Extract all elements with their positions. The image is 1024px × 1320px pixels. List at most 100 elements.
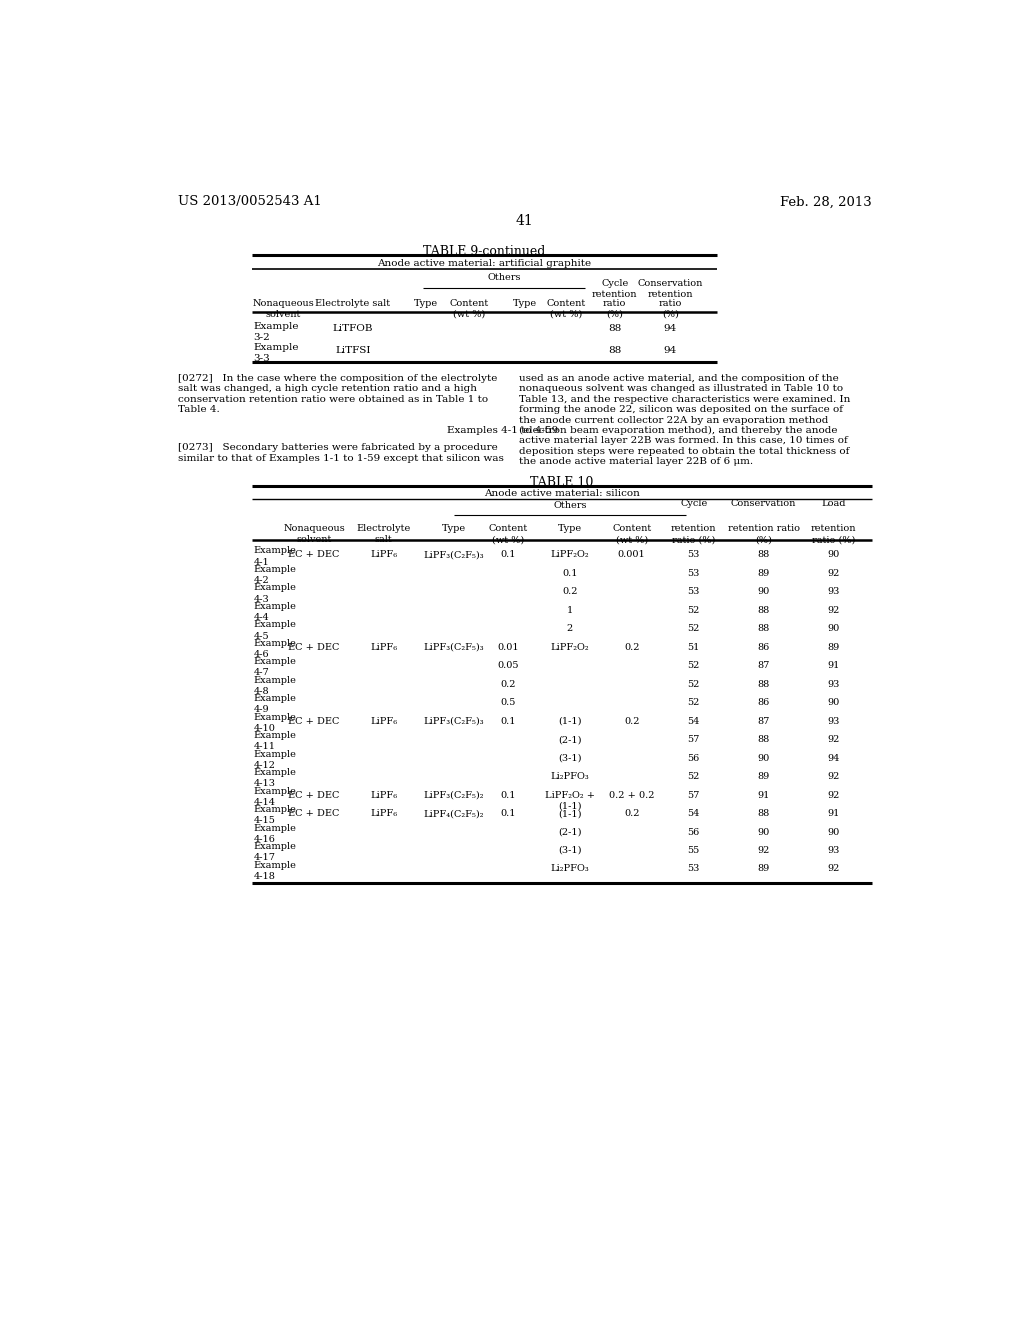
Text: LiPF₃(C₂F₅)₃: LiPF₃(C₂F₅)₃ (423, 550, 483, 560)
Text: LiPF₃(C₂F₅)₃: LiPF₃(C₂F₅)₃ (423, 643, 483, 652)
Text: 93: 93 (827, 846, 840, 855)
Text: 87: 87 (758, 717, 770, 726)
Text: salt was changed, a high cycle retention ratio and a high: salt was changed, a high cycle retention… (178, 384, 477, 393)
Text: retention
ratio (%): retention ratio (%) (671, 524, 717, 544)
Text: 86: 86 (758, 698, 770, 708)
Text: LiPF₂O₂: LiPF₂O₂ (551, 643, 589, 652)
Text: the anode active material layer 22B of 6 μm.: the anode active material layer 22B of 6… (519, 457, 754, 466)
Text: [0273]   Secondary batteries were fabricated by a procedure: [0273] Secondary batteries were fabricat… (178, 444, 498, 453)
Text: active material layer 22B was formed. In this case, 10 times of: active material layer 22B was formed. In… (519, 437, 848, 445)
Text: Example
3-3: Example 3-3 (254, 343, 299, 363)
Text: Anode active material: silicon: Anode active material: silicon (484, 490, 640, 499)
Text: Example
4-8: Example 4-8 (254, 676, 296, 696)
Text: Example
4-7: Example 4-7 (254, 657, 296, 677)
Text: Example
4-18: Example 4-18 (254, 861, 296, 880)
Text: 88: 88 (758, 606, 770, 615)
Text: EC + DEC: EC + DEC (289, 550, 340, 560)
Text: 86: 86 (758, 643, 770, 652)
Text: 52: 52 (687, 698, 700, 708)
Text: Feb. 28, 2013: Feb. 28, 2013 (780, 195, 872, 209)
Text: TABLE 10: TABLE 10 (530, 475, 594, 488)
Text: 52: 52 (687, 624, 700, 634)
Text: Li₂PFO₃: Li₂PFO₃ (550, 865, 589, 874)
Text: 53: 53 (687, 865, 700, 874)
Text: 94: 94 (664, 323, 677, 333)
Text: 52: 52 (687, 680, 700, 689)
Text: (1-1): (1-1) (558, 717, 582, 726)
Text: LiPF₂O₂ +
(1-1): LiPF₂O₂ + (1-1) (545, 791, 595, 810)
Text: 0.1: 0.1 (500, 791, 515, 800)
Text: LiPF₂O₂: LiPF₂O₂ (551, 550, 589, 560)
Text: LiTFOB: LiTFOB (333, 323, 373, 333)
Text: 93: 93 (827, 587, 840, 597)
Text: retention
ratio (%): retention ratio (%) (811, 524, 856, 544)
Text: 0.1: 0.1 (500, 809, 515, 818)
Text: 88: 88 (608, 323, 622, 333)
Text: 91: 91 (827, 661, 840, 671)
Text: Example
4-13: Example 4-13 (254, 768, 296, 788)
Text: Example
4-12: Example 4-12 (254, 750, 296, 770)
Text: 93: 93 (827, 680, 840, 689)
Text: LiPF₃(C₂F₅)₂: LiPF₃(C₂F₅)₂ (423, 791, 483, 800)
Text: 90: 90 (758, 754, 770, 763)
Text: (2-1): (2-1) (558, 828, 582, 837)
Text: 0.1: 0.1 (500, 550, 515, 560)
Text: Example
4-11: Example 4-11 (254, 731, 296, 751)
Text: 91: 91 (758, 791, 770, 800)
Text: Conservation
retention: Conservation retention (638, 280, 703, 300)
Text: Content
(wt %): Content (wt %) (450, 298, 488, 318)
Text: 52: 52 (687, 661, 700, 671)
Text: LiPF₃(C₂F₅)₃: LiPF₃(C₂F₅)₃ (423, 717, 483, 726)
Text: ratio
(%): ratio (%) (603, 298, 627, 318)
Text: Example
4-15: Example 4-15 (254, 805, 296, 825)
Text: US 2013/0052543 A1: US 2013/0052543 A1 (178, 195, 323, 209)
Text: Li₂PFO₃: Li₂PFO₃ (550, 772, 589, 781)
Text: Cycle
retention: Cycle retention (592, 280, 638, 300)
Text: 88: 88 (608, 346, 622, 355)
Text: 93: 93 (827, 717, 840, 726)
Text: 0.2: 0.2 (500, 680, 515, 689)
Text: 56: 56 (688, 754, 699, 763)
Text: Table 4.: Table 4. (178, 405, 220, 414)
Text: Anode active material: artificial graphite: Anode active material: artificial graphi… (378, 259, 592, 268)
Text: Example
4-1: Example 4-1 (254, 546, 296, 566)
Text: 90: 90 (758, 587, 770, 597)
Text: 89: 89 (758, 772, 770, 781)
Text: Type: Type (513, 298, 537, 308)
Text: 0.2: 0.2 (624, 717, 640, 726)
Text: (3-1): (3-1) (558, 754, 582, 763)
Text: 90: 90 (827, 828, 840, 837)
Text: 54: 54 (687, 717, 700, 726)
Text: Content
(wt %): Content (wt %) (612, 524, 651, 544)
Text: 90: 90 (758, 828, 770, 837)
Text: Type: Type (558, 524, 582, 533)
Text: 92: 92 (827, 772, 840, 781)
Text: Electrolyte
salt: Electrolyte salt (356, 524, 411, 544)
Text: 0.001: 0.001 (617, 550, 645, 560)
Text: Example
4-14: Example 4-14 (254, 787, 296, 807)
Text: 0.2: 0.2 (624, 643, 640, 652)
Text: conservation retention ratio were obtained as in Table 1 to: conservation retention ratio were obtain… (178, 395, 488, 404)
Text: Example
4-4: Example 4-4 (254, 602, 296, 622)
Text: 57: 57 (687, 735, 700, 744)
Text: similar to that of Examples 1-1 to 1-59 except that silicon was: similar to that of Examples 1-1 to 1-59 … (178, 454, 504, 463)
Text: (electron beam evaporation method), and thereby the anode: (electron beam evaporation method), and … (519, 426, 838, 436)
Text: Conservation: Conservation (731, 499, 797, 508)
Text: [0272]   In the case where the composition of the electrolyte: [0272] In the case where the composition… (178, 374, 498, 383)
Text: LiTFSI: LiTFSI (335, 346, 371, 355)
Text: Content
(wt %): Content (wt %) (546, 298, 586, 318)
Text: 92: 92 (827, 865, 840, 874)
Text: 89: 89 (827, 643, 840, 652)
Text: 0.2 + 0.2: 0.2 + 0.2 (609, 791, 654, 800)
Text: LiPF₆: LiPF₆ (370, 791, 397, 800)
Text: LiPF₆: LiPF₆ (370, 717, 397, 726)
Text: 0.2: 0.2 (624, 809, 640, 818)
Text: Type: Type (415, 298, 438, 308)
Text: 54: 54 (687, 809, 700, 818)
Text: 92: 92 (827, 735, 840, 744)
Text: 41: 41 (516, 214, 534, 228)
Text: retention ratio
(%): retention ratio (%) (727, 524, 800, 544)
Text: (2-1): (2-1) (558, 735, 582, 744)
Text: 52: 52 (687, 606, 700, 615)
Text: Example
4-3: Example 4-3 (254, 583, 296, 603)
